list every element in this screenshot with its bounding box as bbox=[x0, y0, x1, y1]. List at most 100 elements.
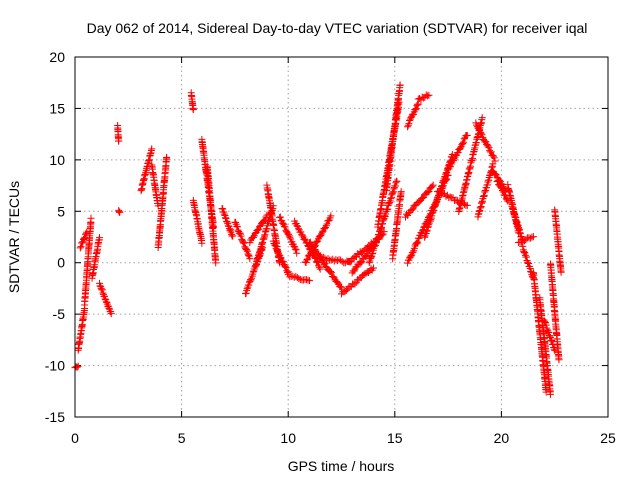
data-point bbox=[438, 182, 446, 190]
data-point bbox=[373, 235, 381, 243]
x-tick-label: 25 bbox=[600, 430, 616, 446]
data-point bbox=[543, 324, 551, 332]
data-point bbox=[389, 188, 397, 196]
data-point bbox=[557, 268, 565, 276]
data-point bbox=[477, 129, 485, 137]
data-point bbox=[435, 187, 443, 195]
x-tick-label: 5 bbox=[178, 430, 186, 446]
data-point bbox=[439, 178, 447, 186]
data-point bbox=[425, 221, 433, 229]
y-tick-label: -5 bbox=[53, 306, 66, 322]
data-point bbox=[491, 170, 499, 178]
data-point bbox=[446, 163, 454, 171]
data-point bbox=[306, 277, 314, 285]
data-point bbox=[442, 169, 450, 177]
y-tick-label: -10 bbox=[45, 358, 65, 374]
data-point bbox=[551, 346, 559, 354]
data-point bbox=[449, 157, 457, 165]
data-point bbox=[316, 265, 324, 273]
data-point bbox=[304, 255, 312, 263]
data-point bbox=[542, 321, 550, 329]
data-point bbox=[412, 106, 420, 114]
data-point bbox=[221, 214, 229, 222]
data-point bbox=[249, 233, 257, 241]
data-point bbox=[390, 185, 398, 193]
data-point bbox=[103, 298, 111, 306]
data-point bbox=[386, 199, 394, 207]
data-point bbox=[387, 195, 395, 203]
data-point bbox=[397, 188, 405, 196]
data-point bbox=[253, 227, 261, 235]
y-axis-label: SDTVAR / TECUs bbox=[6, 181, 22, 293]
data-point bbox=[438, 190, 446, 198]
data-point bbox=[415, 234, 423, 242]
data-point bbox=[520, 248, 528, 256]
data-point bbox=[522, 253, 530, 261]
data-point bbox=[519, 236, 527, 244]
data-point bbox=[484, 142, 492, 150]
data-point bbox=[148, 145, 156, 153]
data-point bbox=[98, 286, 106, 294]
data-point bbox=[317, 231, 325, 239]
data-point bbox=[76, 244, 84, 252]
data-point bbox=[391, 182, 399, 190]
data-point bbox=[247, 276, 255, 284]
data-point bbox=[327, 212, 335, 220]
data-point bbox=[249, 268, 257, 276]
data-point bbox=[80, 234, 88, 242]
data-point bbox=[323, 220, 331, 228]
data-point bbox=[523, 256, 531, 264]
data-point bbox=[233, 223, 241, 231]
data-point bbox=[427, 216, 435, 224]
data-point bbox=[423, 226, 431, 234]
y-tick-label: 5 bbox=[57, 203, 65, 219]
data-point bbox=[285, 232, 293, 240]
data-point bbox=[396, 81, 404, 89]
data-point bbox=[456, 144, 464, 152]
data-point bbox=[365, 269, 373, 277]
data-point bbox=[251, 229, 259, 237]
data-point bbox=[459, 139, 467, 147]
data-point bbox=[459, 138, 467, 146]
data-point bbox=[324, 255, 332, 263]
data-point bbox=[385, 200, 393, 208]
data-point bbox=[327, 269, 335, 277]
data-point bbox=[276, 253, 284, 261]
data-point bbox=[243, 246, 251, 254]
data-point bbox=[524, 258, 532, 266]
data-point bbox=[293, 222, 301, 230]
data-point bbox=[279, 258, 287, 266]
data-point bbox=[321, 254, 329, 262]
data-point bbox=[407, 252, 415, 260]
data-point bbox=[301, 235, 309, 243]
data-point bbox=[440, 177, 448, 185]
data-point bbox=[490, 154, 498, 162]
data-point bbox=[101, 295, 109, 303]
data-point bbox=[87, 214, 95, 222]
data-point bbox=[271, 241, 279, 249]
data-point bbox=[369, 264, 377, 272]
y-tick-label: -15 bbox=[45, 409, 65, 425]
data-point bbox=[226, 227, 234, 235]
data-point bbox=[276, 213, 284, 221]
data-point bbox=[489, 152, 497, 160]
data-point bbox=[377, 224, 385, 232]
data-point bbox=[463, 201, 471, 209]
data-point bbox=[521, 251, 529, 259]
data-point bbox=[236, 229, 244, 237]
data-point bbox=[522, 235, 530, 243]
data-point bbox=[442, 192, 450, 200]
data-point bbox=[281, 262, 289, 270]
data-point bbox=[541, 318, 549, 326]
data-point bbox=[321, 225, 329, 233]
data-point bbox=[293, 249, 301, 257]
data-point bbox=[431, 201, 439, 209]
data-point bbox=[503, 196, 511, 204]
data-point bbox=[223, 218, 231, 226]
x-tick-label: 20 bbox=[494, 430, 510, 446]
data-point bbox=[325, 217, 333, 225]
data-point bbox=[292, 246, 300, 254]
x-tick-label: 0 bbox=[71, 430, 79, 446]
data-point bbox=[438, 183, 446, 191]
